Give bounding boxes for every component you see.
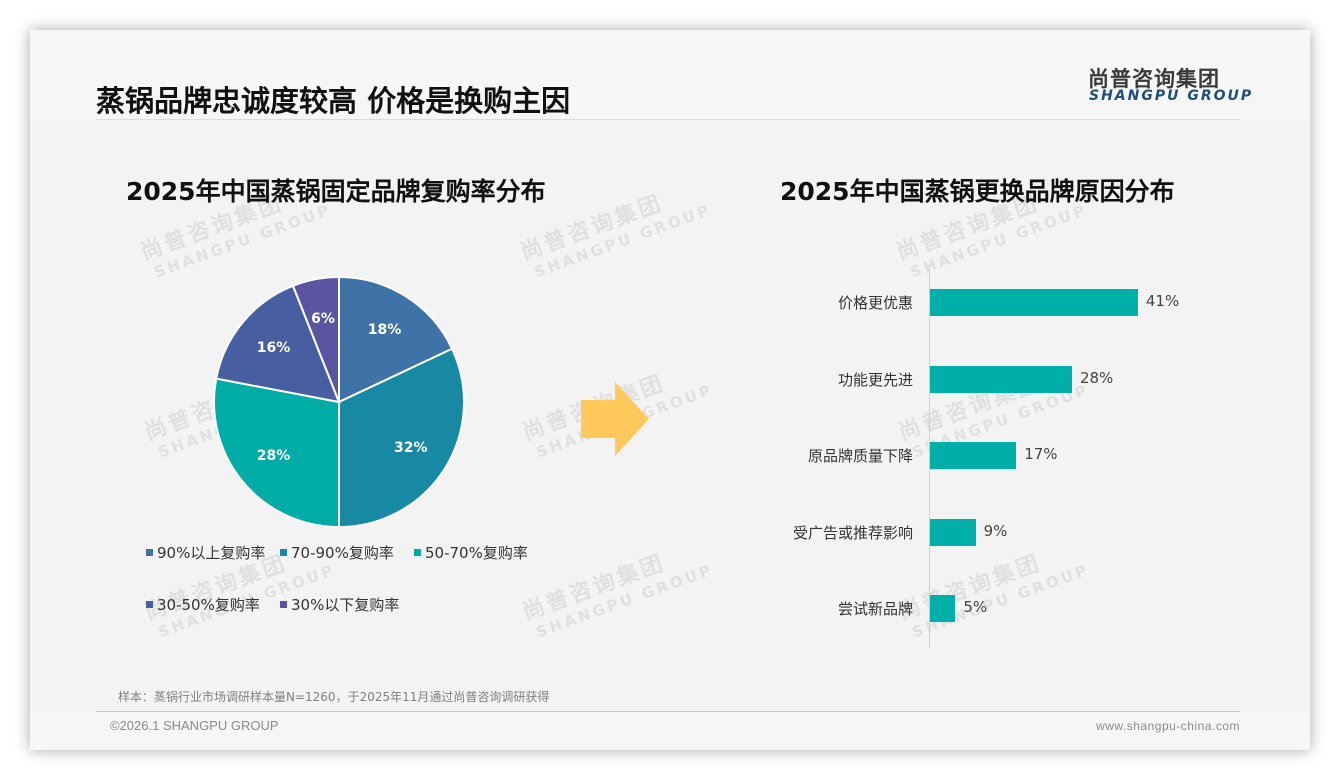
bar <box>930 519 976 546</box>
legend-item: 50-70%复购率 <box>414 542 528 563</box>
bar <box>930 595 956 622</box>
pie-slice-label: 28% <box>256 448 291 465</box>
pie-chart: 18% 32% 28% 16% 6% <box>213 275 465 529</box>
bar-value-label: 28% <box>1079 369 1114 387</box>
footer-band <box>30 712 1310 750</box>
legend-item: 90%以上复购率 <box>146 542 265 563</box>
slide: 蒸锅品牌忠诚度较高 价格是换购主因 尚普咨询集团 SHANGPU GROUP 尚… <box>30 30 1310 750</box>
bar-value-label: 17% <box>1024 445 1058 463</box>
legend-item: 70-90%复购率 <box>280 542 394 563</box>
page-title: 蒸锅品牌忠诚度较高 价格是换购主因 <box>96 84 571 118</box>
pie-chart-title: 2025年中国蒸锅固定品牌复购率分布 <box>126 177 546 206</box>
logo-chinese: 尚普咨询集团 <box>1088 67 1220 91</box>
website-link[interactable]: www.shangpu-china.com <box>1096 719 1240 733</box>
legend-label: 30%以下复购率 <box>291 596 400 614</box>
bar <box>930 442 1017 469</box>
bar <box>930 289 1138 316</box>
legend-swatch-icon <box>414 549 421 556</box>
pie-slice <box>338 275 454 404</box>
legend-swatch-icon <box>146 601 153 608</box>
logo-english: SHANGPU GROUP <box>1089 88 1254 104</box>
pie-slice <box>213 377 340 529</box>
legend-item: 30-50%复购率 <box>146 594 260 615</box>
legend-item: 30%以下复购率 <box>280 594 399 615</box>
bar <box>930 366 1072 393</box>
bar-value-label: 41% <box>1145 292 1180 310</box>
legend-label: 90%以上复购率 <box>157 544 266 562</box>
header-band <box>30 30 1310 120</box>
legend-label: 70-90%复购率 <box>291 544 394 562</box>
bar-category-label: 受广告或推荐影响 <box>792 524 913 542</box>
legend-label: 50-70%复购率 <box>425 544 528 562</box>
bar-category-label: 功能更先进 <box>837 371 913 389</box>
bar-value-label: 9% <box>983 522 1008 540</box>
bar-category-label: 尝试新品牌 <box>837 600 913 618</box>
pie-slice-label: 32% <box>394 439 428 456</box>
pie-slice <box>291 275 340 403</box>
pie-slice-label: 18% <box>367 322 402 339</box>
legend-swatch-icon <box>146 549 153 556</box>
pie-chart-svg <box>213 275 465 529</box>
legend-swatch-icon <box>280 549 287 556</box>
pie-slice <box>338 347 465 529</box>
legend-swatch-icon <box>280 601 287 608</box>
legend-label: 30-50%复购率 <box>157 596 260 614</box>
header-divider <box>96 119 1240 120</box>
pie-slice <box>215 284 341 404</box>
bar-value-label: 5% <box>963 598 988 616</box>
arrow-right-icon <box>581 382 649 456</box>
bar-chart-axis <box>929 265 930 648</box>
bar-category-label: 价格更优惠 <box>837 294 913 312</box>
sample-note: 样本：蒸锅行业市场调研样本量N=1260，于2025年11月通过尚普咨询调研获得 <box>118 690 550 704</box>
pie-slice-label: 6% <box>311 310 335 327</box>
footer-divider <box>96 711 1240 712</box>
copyright: ©2026.1 SHANGPU GROUP <box>110 718 279 733</box>
bar-chart-title: 2025年中国蒸锅更换品牌原因分布 <box>780 177 1175 206</box>
pie-slice-label: 16% <box>256 339 291 356</box>
bar-category-label: 原品牌质量下降 <box>807 447 913 465</box>
